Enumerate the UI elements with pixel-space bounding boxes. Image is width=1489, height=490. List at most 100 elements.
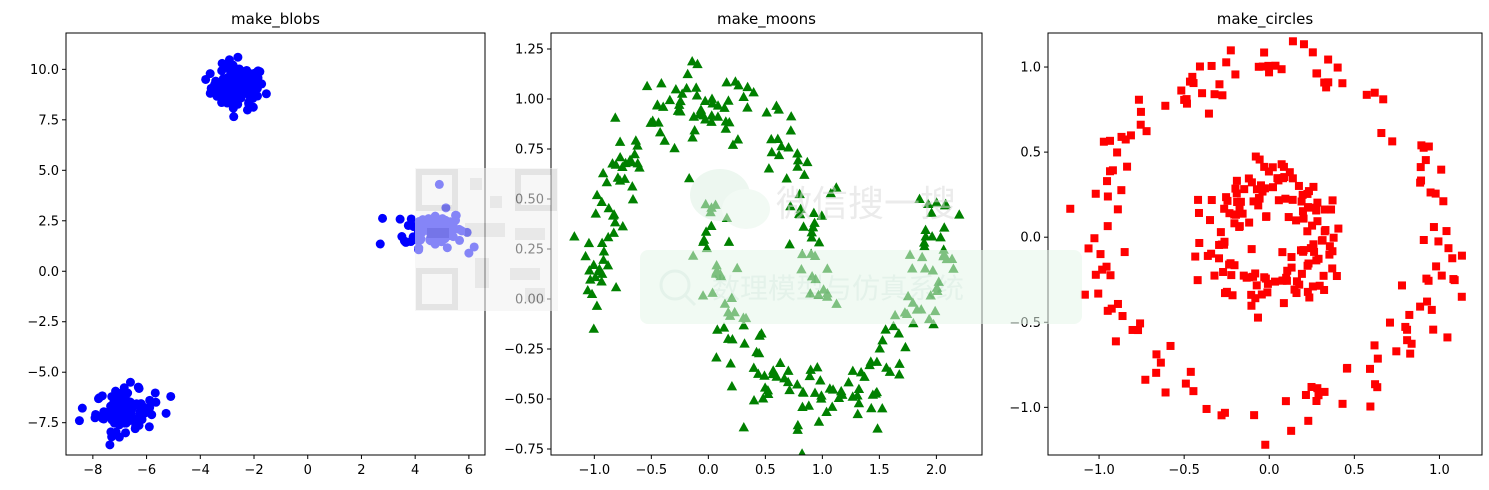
scatter-point [598,254,609,264]
scatter-point [1181,379,1190,388]
scatter-point [1203,251,1212,260]
scatter-point [1303,203,1312,212]
scatter-point [1235,222,1244,231]
scatter-point [1332,272,1341,281]
x-tick-label: 0 [304,463,312,478]
scatter-point [672,105,684,115]
scatter-point [1195,62,1204,71]
scatter-point [742,102,753,112]
y-tick-label: 7.5 [38,113,59,128]
scatter-point [1253,313,1262,322]
scatter-point [754,330,765,340]
scatter-point [1252,185,1261,194]
scatter-point [1327,205,1336,214]
scatter-point [1231,184,1240,193]
scatter-point [893,328,905,338]
y-tick-label: 2.5 [38,214,59,229]
watermark-line1: 微信搜一搜 [776,184,956,225]
scatter-point [166,391,176,401]
scatter-point [783,365,794,375]
scatter-point [1136,107,1145,116]
scatter-point [1365,364,1374,373]
scatter-point [596,268,608,278]
scatter-point [1121,135,1130,144]
scatter-point [738,421,750,432]
scatter-point [877,334,888,345]
y-tick-label: 0.0 [1020,231,1041,246]
scatter-point [872,423,883,433]
scatter-point [121,401,131,411]
scatter-point [748,362,760,372]
x-tick-label: 0.5 [755,463,776,478]
scatter-point [1195,238,1204,247]
scatter-point [939,222,950,232]
scatter-point [900,341,911,352]
scatter-point [1230,261,1239,270]
scatter-point [759,370,770,380]
scatter-point [1260,48,1269,57]
scatter-point [1161,388,1170,397]
scatter-point [720,116,732,126]
scatter-point [1437,271,1446,280]
y-tick-label: −0.50 [504,393,544,408]
x-tick-label: −6 [137,463,156,478]
y-tick-label: −0.25 [504,343,544,358]
scatter-point [1281,194,1290,203]
scatter-point [1191,252,1200,261]
scatter-point [1320,205,1329,214]
scatter-point [1134,95,1143,104]
scatter-point [1235,203,1244,212]
scatter-point [1312,206,1321,215]
scatter-point [775,357,786,368]
scatter-point [1283,266,1292,275]
x-tick-label: −2 [244,463,263,478]
scatter-point [813,416,825,426]
scatter-point [1303,189,1312,198]
scatter-point [792,161,803,171]
scatter-point [629,148,640,159]
scatter-point [1156,358,1165,367]
scatter-point [738,319,749,330]
scatter-point [748,395,760,405]
scatter-point [1431,189,1440,198]
scatter-point [1251,269,1260,278]
scatter-point [812,362,823,372]
scatter-point [751,346,762,357]
scatter-point [1230,219,1239,228]
scatter-point [217,66,227,76]
scatter-point [763,388,774,399]
scatter-point [217,58,227,68]
scatter-point [792,148,803,158]
scatter-point [753,368,764,378]
scatter-point [1308,221,1317,230]
scatter-point [687,132,698,142]
scatter-point [1117,186,1126,195]
scatter-point [1324,78,1333,87]
scatter-point [591,189,603,200]
scatter-point [1422,274,1431,283]
scatter-point [816,393,827,403]
scatter-point [146,397,156,407]
scatter-point [781,173,792,183]
scatter-point [1066,204,1075,213]
scatter-point [880,324,891,334]
scatter-point [721,77,732,87]
scatter-point [1210,271,1219,280]
scatter-point [794,208,805,218]
scatter-point [1305,293,1314,302]
scatter-point [798,387,809,397]
scatter-point [590,208,601,218]
scatter-point [1244,174,1253,183]
scatter-point [1103,192,1112,201]
scatter-point [1424,142,1433,151]
scatter-point [866,402,877,413]
scatter-point [1407,339,1416,348]
scatter-point [1297,269,1306,278]
scatter-point [1141,375,1150,384]
scatter-point [1261,274,1270,283]
scatter-point [1198,89,1207,98]
scatter-point [1177,86,1186,95]
scatter-point [1281,397,1290,406]
scatter-point [1263,288,1272,297]
